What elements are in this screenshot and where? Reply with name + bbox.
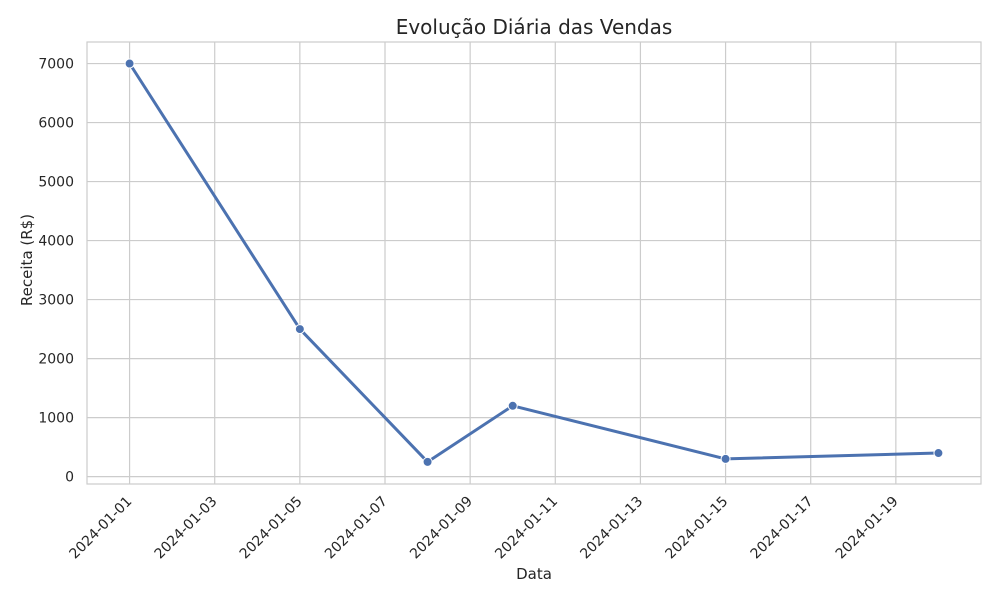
y-tick-label: 0 (65, 470, 74, 486)
data-point (422, 456, 433, 467)
grid-lines (87, 42, 981, 484)
x-tick-label: 2024-01-19 (833, 494, 902, 563)
x-tick-label: 2024-01-13 (577, 494, 646, 563)
x-tick-label: 2024-01-09 (407, 494, 476, 563)
y-tick-label: 3000 (38, 293, 74, 309)
chart-title: Evolução Diária das Vendas (396, 15, 673, 39)
y-tick-label: 5000 (38, 175, 74, 191)
data-point (294, 324, 305, 335)
x-tick-label: 2024-01-03 (152, 494, 221, 563)
data-point (507, 400, 518, 411)
data-point (720, 453, 731, 464)
y-tick-label: 1000 (38, 411, 74, 427)
y-axis: 0 1000 2000 3000 4000 5000 6000 7000 (38, 57, 74, 486)
x-tick-label: 2024-01-05 (237, 494, 306, 563)
data-point (933, 448, 944, 459)
y-axis-label: Receita (R$) (18, 214, 36, 306)
plot-frame (86, 41, 982, 485)
data-point (124, 58, 135, 69)
x-axis-label: Data (516, 565, 552, 583)
y-tick-label: 7000 (38, 57, 74, 73)
x-tick-label: 2024-01-01 (67, 494, 136, 563)
x-tick-label: 2024-01-17 (748, 494, 817, 563)
x-tick-label: 2024-01-11 (492, 494, 561, 563)
series-line (128, 62, 940, 464)
y-tick-label: 4000 (38, 234, 74, 250)
y-tick-label: 6000 (38, 116, 74, 132)
series-layer (124, 58, 944, 467)
y-tick-label: 2000 (38, 352, 74, 368)
x-axis: 2024-01-01 2024-01-03 2024-01-05 2024-01-07… (67, 494, 902, 563)
x-tick-label: 2024-01-15 (663, 494, 732, 563)
x-tick-label: 2024-01-07 (322, 494, 391, 563)
